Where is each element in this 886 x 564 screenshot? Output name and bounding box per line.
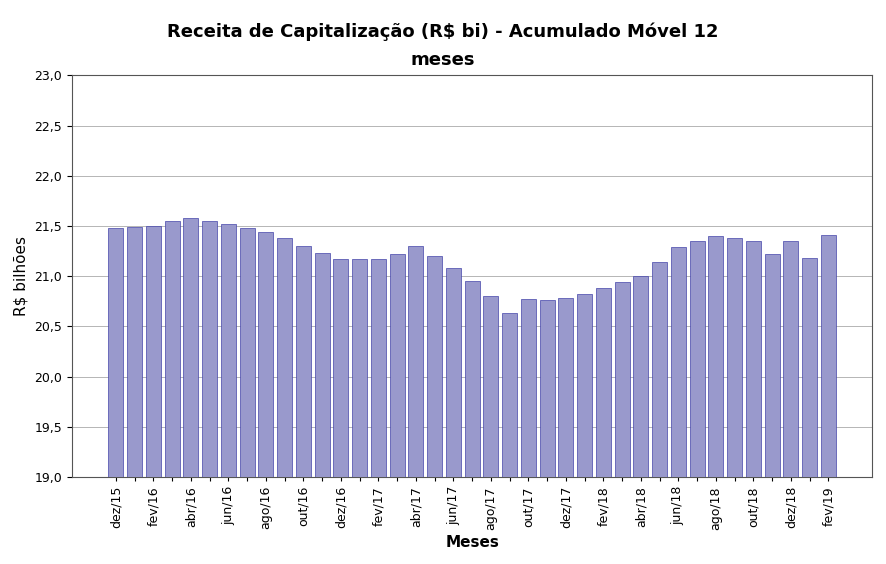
Bar [408, 246, 424, 564]
Bar [165, 221, 180, 564]
X-axis label: Meses: Meses [445, 535, 499, 550]
Bar [464, 281, 479, 564]
Bar [333, 259, 348, 564]
Bar [146, 226, 161, 564]
Bar [183, 218, 198, 564]
Bar [239, 228, 254, 564]
Bar [259, 232, 274, 564]
Bar [502, 314, 517, 564]
Bar [671, 247, 686, 564]
Bar [277, 238, 292, 564]
Bar [652, 262, 667, 564]
Bar [221, 224, 236, 564]
Bar [202, 221, 217, 564]
Y-axis label: R$ bilhões: R$ bilhões [14, 236, 29, 316]
Bar [633, 276, 649, 564]
Bar [558, 298, 573, 564]
Bar [315, 253, 330, 564]
Bar [615, 282, 630, 564]
Bar [390, 254, 405, 564]
Bar [540, 300, 555, 564]
Bar [783, 241, 798, 564]
Text: meses: meses [411, 51, 475, 69]
Bar [820, 235, 835, 564]
Bar [689, 241, 704, 564]
Bar [446, 268, 461, 564]
Bar [352, 259, 367, 564]
Text: Receita de Capitalização (R$ bi) - Acumulado Móvel 12: Receita de Capitalização (R$ bi) - Acumu… [167, 23, 719, 41]
Bar [595, 288, 610, 564]
Bar [371, 259, 385, 564]
Bar [577, 294, 592, 564]
Bar [427, 256, 442, 564]
Bar [128, 227, 142, 564]
Bar [296, 246, 311, 564]
Bar [765, 254, 780, 564]
Bar [484, 296, 498, 564]
Bar [802, 258, 817, 564]
Bar [708, 236, 723, 564]
Bar [521, 299, 536, 564]
Bar [746, 241, 761, 564]
Bar [727, 238, 742, 564]
Bar [108, 228, 123, 564]
